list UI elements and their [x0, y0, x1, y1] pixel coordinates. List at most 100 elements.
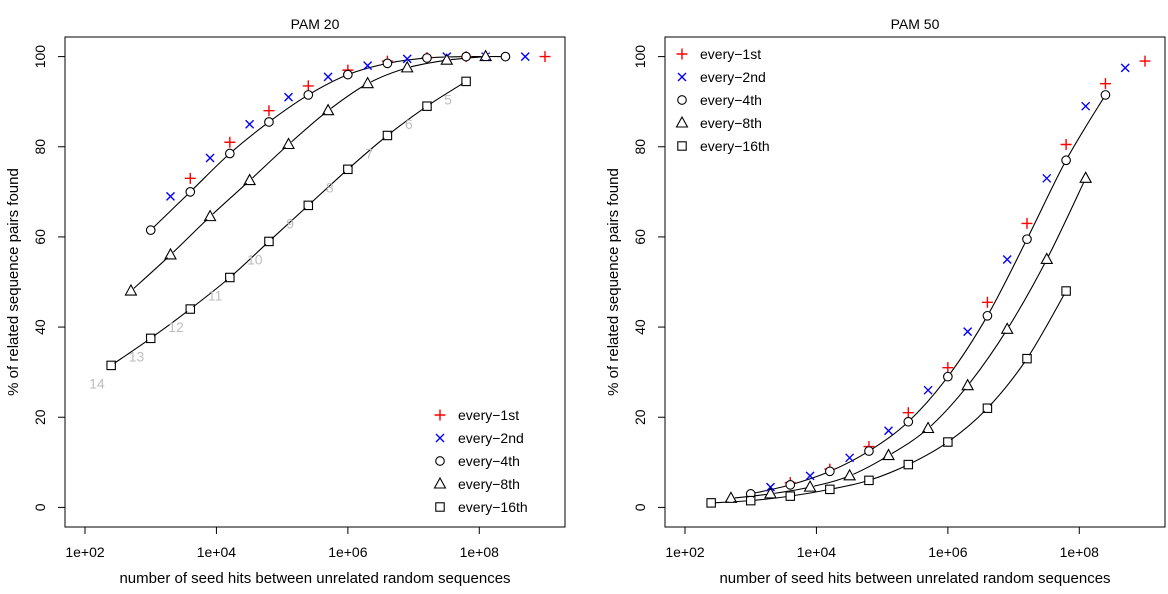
data-point: [803, 479, 817, 492]
point-label: 13: [129, 348, 145, 364]
marker-bg: [462, 77, 471, 86]
data-point: [264, 117, 274, 127]
data-point: [321, 103, 335, 116]
marker-bg: [983, 404, 992, 413]
y-tick-label: 60: [32, 229, 48, 245]
data-point: [184, 172, 196, 184]
x-tick-label: 1e+08: [1060, 544, 1100, 560]
data-point: [461, 76, 471, 87]
data-point: [440, 53, 454, 65]
data-point: [382, 130, 393, 141]
marker-bg: [904, 417, 913, 426]
series-5: [706, 286, 1071, 508]
data-point: [903, 459, 914, 470]
data-point: [243, 173, 257, 186]
marker-bg: [746, 489, 755, 498]
marker-bg: [943, 372, 952, 381]
data-point: [264, 236, 274, 247]
data-point: [845, 453, 855, 463]
data-point: [1061, 155, 1071, 166]
data-point: [164, 247, 177, 260]
chart-title: PAM 50: [891, 16, 940, 32]
data-point: [166, 191, 175, 201]
data-point: [145, 225, 156, 236]
fit-curve: [110, 80, 467, 366]
y-tick-label: 80: [632, 139, 648, 155]
data-point: [520, 52, 530, 62]
legend-label: every−2nd: [458, 430, 524, 446]
data-point: [461, 51, 471, 62]
data-point: [805, 471, 815, 481]
data-point: [1081, 101, 1091, 111]
data-point: [284, 92, 294, 102]
legend-marker: [675, 115, 689, 128]
y-tick-label: 80: [32, 139, 48, 155]
marker-bg: [462, 52, 471, 61]
data-point: [824, 466, 835, 477]
marker-bg: [864, 476, 873, 485]
data-point: [1000, 322, 1014, 334]
marker-bg: [707, 498, 716, 507]
data-point: [1040, 252, 1054, 265]
data-point: [323, 72, 333, 82]
data-point: [343, 69, 353, 80]
data-point: [302, 80, 314, 92]
marker-bg: [1101, 90, 1110, 99]
data-point: [1139, 55, 1151, 67]
marker-bg: [1022, 235, 1031, 244]
y-tick-label: 100: [632, 45, 648, 69]
legend-marker: [435, 456, 445, 466]
legend-label: every−8th: [458, 476, 520, 492]
x-tick-label: 1e+04: [797, 544, 837, 560]
legend-label: every−2nd: [700, 69, 766, 85]
data-point: [363, 61, 373, 71]
marker-bg: [943, 438, 952, 447]
marker-bg: [264, 117, 273, 126]
marker-bg: [864, 447, 873, 456]
data-point: [1060, 139, 1072, 151]
marker-bg: [383, 131, 392, 140]
point-label: 10: [247, 251, 263, 267]
y-tick-label: 0: [32, 503, 48, 511]
data-point: [225, 272, 235, 283]
series-3: [745, 90, 1111, 499]
fit-curve: [711, 290, 1067, 504]
series-4: [124, 49, 493, 296]
point-label: 14: [89, 375, 105, 391]
plot-frame: [64, 36, 566, 528]
legend-marker: [676, 48, 688, 60]
data-point: [1042, 173, 1052, 183]
data-point: [479, 49, 493, 62]
point-label: 12: [168, 319, 184, 335]
chart-panel-1: PAM 20 1e+02 1e+04 1e+06 1e+08 0 20 40 60 80 100 nu…: [5, 16, 566, 587]
y-tick-label: 0: [632, 503, 648, 511]
data-point: [825, 484, 835, 495]
marker-bg: [107, 361, 116, 370]
marker-bg: [304, 90, 313, 99]
y-tick-label: 100: [32, 45, 48, 69]
legend-label: every−16th: [700, 138, 770, 154]
legend-marker: [435, 502, 445, 512]
legend-marker: [435, 433, 445, 443]
data-point: [963, 327, 973, 337]
marker-bg: [186, 187, 195, 196]
data-point: [706, 498, 716, 508]
data-point: [303, 200, 314, 211]
data-point: [785, 491, 796, 501]
data-point: [864, 475, 874, 486]
fit-curve: [730, 178, 1087, 499]
marker-bg: [825, 485, 834, 494]
marker-bg: [422, 102, 431, 111]
data-point: [921, 421, 935, 434]
data-point: [961, 378, 975, 391]
x-tick-label: 1e+06: [328, 544, 368, 560]
marker-bg: [983, 311, 992, 320]
data-point: [1100, 90, 1111, 100]
data-point: [942, 362, 954, 374]
x-tick-label: 1e+04: [197, 544, 237, 560]
legend-marker: [677, 95, 687, 105]
data-point: [422, 101, 432, 111]
legend-marker: [433, 476, 447, 489]
x-tick-label: 1e+02: [665, 544, 705, 560]
data-point: [343, 164, 353, 175]
